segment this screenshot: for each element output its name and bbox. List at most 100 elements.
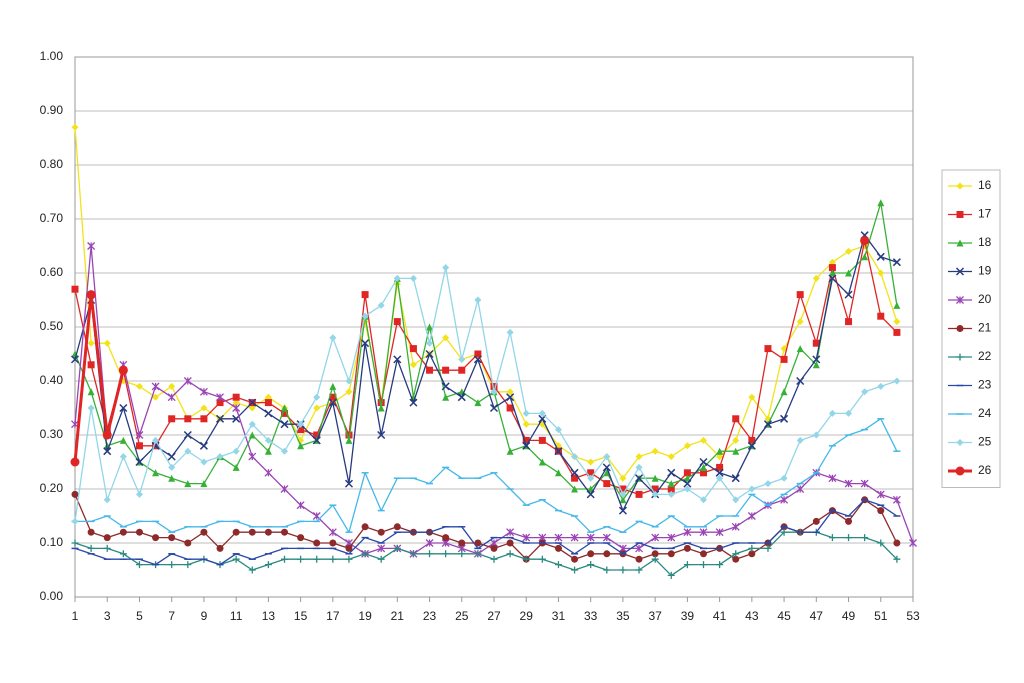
marker (71, 517, 79, 525)
marker (522, 555, 530, 563)
marker (152, 534, 160, 542)
marker (909, 539, 917, 547)
marker (506, 404, 514, 412)
series-line (75, 241, 865, 462)
y-tick-label: 0.90 (40, 103, 64, 117)
marker (667, 533, 676, 542)
marker (87, 361, 95, 369)
legend-label: 23 (978, 378, 992, 392)
marker (700, 463, 707, 471)
marker (603, 550, 611, 558)
marker (119, 403, 128, 413)
marker (861, 253, 869, 261)
marker (619, 490, 627, 498)
marker (312, 436, 321, 445)
marker (554, 426, 562, 434)
marker (183, 430, 192, 440)
legend-label: 22 (978, 349, 992, 363)
marker (102, 430, 112, 440)
marker (780, 388, 788, 396)
marker (345, 544, 353, 552)
series-line (74, 531, 898, 577)
marker (618, 506, 627, 515)
marker (281, 447, 288, 455)
marker (232, 404, 241, 412)
marker (296, 501, 305, 510)
marker (264, 561, 272, 569)
marker (587, 474, 595, 482)
marker (893, 539, 901, 547)
marker (715, 468, 724, 477)
marker (635, 566, 643, 574)
marker (361, 312, 369, 320)
marker (119, 550, 127, 558)
marker (345, 388, 353, 396)
marker (393, 355, 402, 364)
marker (667, 571, 675, 579)
marker (426, 323, 434, 331)
x-tick-label: 51 (874, 609, 888, 623)
marker (828, 274, 837, 283)
marker (377, 430, 386, 440)
marker (506, 388, 514, 396)
marker (651, 555, 659, 563)
marker (877, 199, 885, 207)
marker (297, 426, 305, 434)
marker (135, 382, 143, 390)
marker (845, 517, 853, 525)
marker (329, 334, 337, 342)
marker (892, 495, 901, 504)
marker (232, 555, 240, 563)
marker (361, 550, 369, 558)
marker (328, 528, 337, 537)
marker (393, 523, 401, 531)
marker (731, 522, 740, 531)
marker (844, 479, 853, 488)
x-tick-label: 9 (201, 609, 208, 623)
marker (103, 534, 111, 542)
marker (893, 301, 901, 309)
marker (571, 453, 579, 461)
legend-label: 16 (978, 178, 992, 192)
marker (167, 393, 176, 402)
marker (844, 290, 853, 299)
x-tick-label: 37 (648, 609, 662, 623)
marker (442, 264, 450, 272)
marker (731, 474, 740, 483)
series-line (74, 239, 898, 496)
y-tick-label: 0.70 (40, 211, 64, 225)
marker (571, 485, 579, 493)
marker (409, 361, 417, 369)
marker (281, 404, 288, 412)
marker (667, 490, 675, 498)
marker (506, 528, 515, 537)
marker (426, 339, 434, 347)
marker (490, 555, 498, 563)
marker (87, 404, 95, 412)
marker (893, 328, 901, 336)
marker (732, 415, 740, 423)
marker (587, 469, 595, 477)
marker (763, 420, 772, 429)
marker (426, 550, 434, 558)
marker (716, 447, 724, 455)
x-tick-label: 1 (72, 609, 79, 623)
marker (87, 528, 95, 536)
marker (87, 339, 95, 347)
marker (135, 561, 143, 569)
marker (554, 544, 562, 552)
marker (876, 490, 885, 499)
marker (700, 496, 707, 504)
marker (377, 399, 385, 407)
marker (635, 463, 643, 471)
y-tick-label: 0.00 (40, 589, 64, 603)
marker (313, 431, 321, 439)
marker (297, 534, 305, 542)
marker (667, 468, 676, 477)
legend-label: 24 (978, 406, 992, 420)
marker (667, 550, 675, 558)
marker (184, 447, 192, 455)
marker (329, 539, 337, 547)
marker (956, 439, 964, 446)
x-tick-label: 41 (713, 609, 727, 623)
